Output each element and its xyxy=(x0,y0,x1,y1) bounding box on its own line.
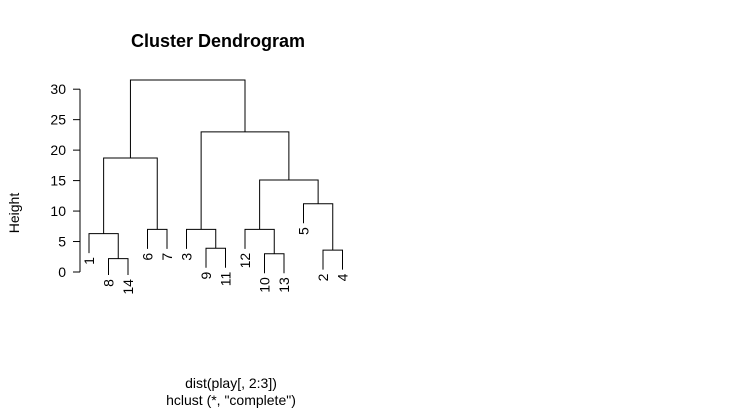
leaf-label-6: 6 xyxy=(140,253,156,261)
leaf-label-8: 8 xyxy=(101,279,117,287)
merge-link-5 xyxy=(186,228,217,249)
y-tick-label: 25 xyxy=(50,112,66,128)
leaf-label-10: 10 xyxy=(257,277,273,293)
merge-link-11 xyxy=(200,131,290,230)
y-tick-label: 10 xyxy=(50,203,66,219)
leaf-label-7: 7 xyxy=(159,253,175,261)
leaf-label-12: 12 xyxy=(237,253,253,269)
leaf-label-2: 2 xyxy=(315,273,331,281)
leaf-label-1: 1 xyxy=(81,257,97,265)
y-tick-label: 5 xyxy=(58,234,66,250)
leaf-label-4: 4 xyxy=(335,273,351,281)
merge-link-9 xyxy=(303,203,334,251)
leaf-label-9: 9 xyxy=(198,272,214,280)
y-tick-label: 20 xyxy=(50,142,66,158)
leaf-label-11: 11 xyxy=(218,272,234,287)
leaf-label-14: 14 xyxy=(120,279,136,295)
x-axis-label-line-1: dist(play[, 2:3]) xyxy=(185,375,277,391)
y-tick-label: 15 xyxy=(50,173,66,189)
merge-link-7 xyxy=(244,228,275,254)
chart-title: Cluster Dendrogram xyxy=(131,31,305,51)
y-tick-label: 0 xyxy=(58,264,66,280)
merge-link-6 xyxy=(264,253,285,274)
merge-link-2 xyxy=(147,228,168,249)
y-axis: 0 5 10 15 20 25 30 xyxy=(50,81,81,280)
merge-link-8 xyxy=(322,249,343,270)
y-axis-label: Height xyxy=(6,193,22,234)
merge-link-3 xyxy=(103,157,158,234)
leaf-label-3: 3 xyxy=(179,253,195,261)
merge-link-10 xyxy=(259,179,319,230)
dendrogram-tree xyxy=(88,79,343,276)
merge-link-1 xyxy=(88,233,119,259)
x-axis-label-line-2: hclust (*, "complete") xyxy=(166,392,296,408)
merge-link-12 xyxy=(129,79,246,159)
merge-link-4 xyxy=(205,247,226,268)
leaf-label-5: 5 xyxy=(296,227,312,235)
merge-link-0 xyxy=(108,258,129,276)
y-tick-label: 30 xyxy=(50,81,66,97)
leaf-label-13: 13 xyxy=(276,277,292,293)
